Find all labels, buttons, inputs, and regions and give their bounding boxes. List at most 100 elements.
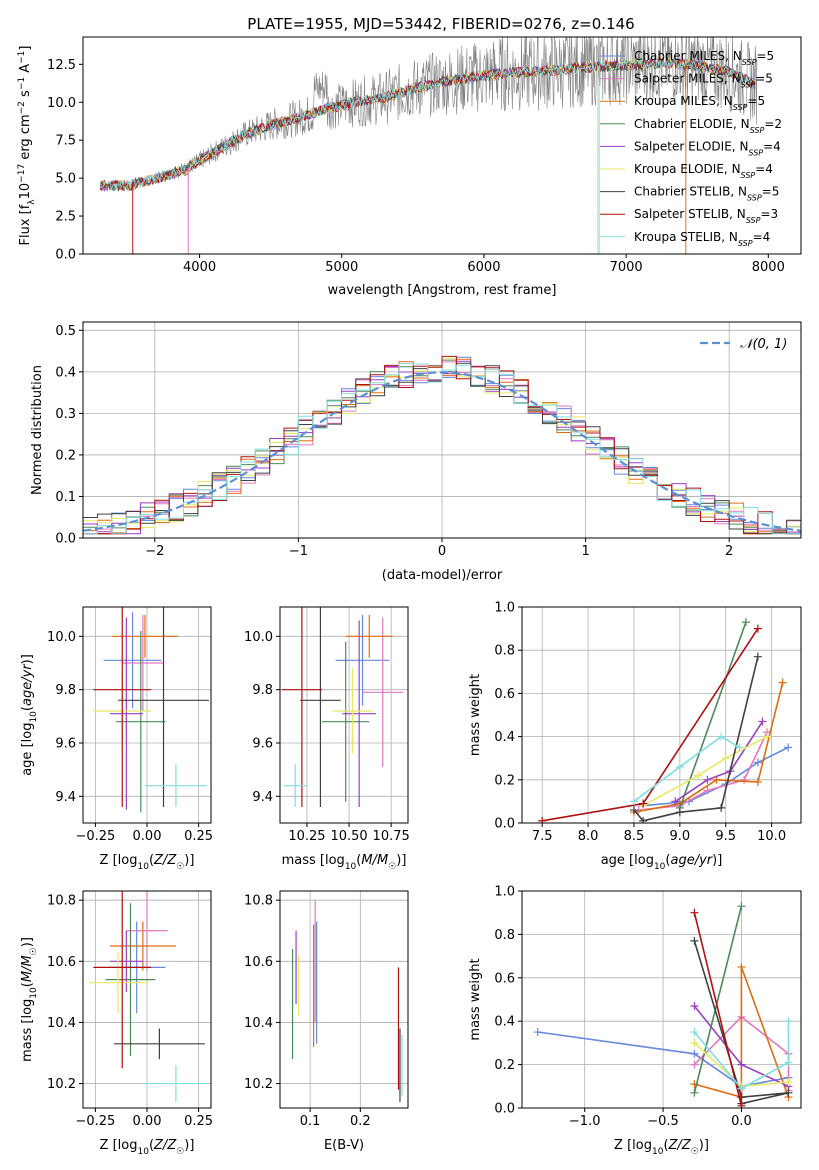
weight-line	[633, 735, 740, 803]
x-axis-label: Z [log10(Z/Z☉)]	[614, 1138, 709, 1157]
weight-line	[537, 1031, 789, 1088]
y-tick-label: 10.2	[47, 1077, 76, 1092]
y-axis-label-part: Flux [f	[18, 204, 33, 245]
weight-point-marker	[735, 743, 744, 752]
x-tick-label: −0.25	[75, 829, 115, 844]
weight-vs-Z-axes: −1.0 −0.5 0.0 0.0 0.2 0.4 0.6 0.8 1.0 Z [log10(Z/…	[468, 885, 802, 1157]
y-tick-label: 0.2	[494, 1058, 515, 1073]
y-tick-label: 0.6	[494, 971, 515, 986]
weight-point-marker	[675, 762, 684, 771]
age-vs-mass-plot-area	[280, 607, 408, 823]
weight-line	[642, 735, 768, 807]
residual-histogram	[83, 355, 801, 535]
y-tick-label: 9.6	[252, 737, 273, 752]
weight-point-marker	[758, 717, 767, 726]
y-tick-label: 0.2	[494, 773, 515, 788]
weight-point-marker	[629, 806, 638, 815]
mass-vs-ebv-plot-area	[280, 891, 408, 1108]
mass-vs-Z-plot-area	[83, 891, 211, 1108]
x-tick-label: 0.2	[350, 1114, 371, 1129]
x-tick-label: 0	[438, 544, 446, 559]
y-axis-label: Flux [fλ10−17 erg cm−2 s−1 A−1]	[17, 46, 37, 246]
weight-point-marker	[784, 1088, 793, 1097]
x-tick-label: 7.5	[532, 829, 553, 844]
y-axis-label: Normed distribution	[30, 365, 45, 495]
weight-point-marker	[690, 1060, 699, 1069]
weight-point-marker	[753, 758, 762, 767]
y-tick-label: 9.4	[252, 790, 273, 805]
weight-point-marker	[629, 797, 638, 806]
y-tick-label: 0.0	[55, 248, 76, 263]
y-tick-label: 0.4	[55, 365, 76, 380]
y-tick-label: 10.0	[47, 96, 76, 111]
x-axis-label: E(B-V)	[324, 1138, 364, 1153]
residuals-plot-area	[83, 322, 801, 538]
x-axis-label: age [log10(age/yr)]	[601, 853, 723, 872]
y-tick-label: 12.5	[47, 58, 76, 73]
spectrum-axes: 4000 5000 6000 7000 8000 0.0 2.5 5.0 7.5 10.0 12.5…	[17, 36, 802, 298]
age-vs-Z-axes: −0.25 0.00 0.25 9.4 9.6 9.8 10.0 Z [log10(Z/Z☉)…	[20, 606, 213, 872]
y-tick-label: 0.3	[55, 407, 76, 422]
weight-point-marker	[675, 808, 684, 817]
x-tick-label: 8000	[752, 260, 785, 275]
y-tick-label: 10.0	[244, 630, 273, 645]
weight-point-marker	[717, 732, 726, 741]
y-tick-label: 1.0	[494, 601, 515, 616]
y-axis-label: age [log10(age/yr)]	[20, 654, 39, 776]
weight-point-marker	[753, 777, 762, 786]
x-tick-label: 10.50	[330, 829, 367, 844]
x-tick-label: 2	[725, 544, 733, 559]
spectrum-plot-area	[99, 37, 758, 254]
y-tick-label: 0.1	[55, 490, 76, 505]
x-tick-label: 10.75	[373, 829, 410, 844]
weight-point-marker	[694, 771, 703, 780]
weight-line	[693, 906, 743, 1093]
x-tick-label: −2	[145, 544, 164, 559]
x-axis-label: mass [log10(M/M☉)]	[282, 853, 407, 872]
weight-point-marker	[717, 803, 726, 812]
x-axis-label: Z [log10(Z/Z☉)]	[100, 853, 195, 872]
y-tick-label: 10.8	[244, 894, 273, 909]
weight-point-marker	[671, 797, 680, 806]
x-tick-label: 7000	[610, 260, 643, 275]
y-tick-label: 10.6	[244, 955, 273, 970]
y-axis-label-part: 10	[18, 183, 33, 200]
weight-point-marker	[737, 1101, 746, 1108]
weight-point-marker	[741, 618, 750, 627]
y-tick-label: 0.4	[494, 730, 515, 745]
y-tick-label: 0.8	[494, 928, 515, 943]
y-tick-label: 10.0	[47, 630, 76, 645]
weight-point-marker	[737, 1084, 746, 1093]
x-tick-label: 10.25	[288, 829, 325, 844]
weight-point-marker	[784, 1058, 793, 1067]
x-tick-label: 10.0	[757, 829, 786, 844]
weight-point-marker	[784, 1077, 793, 1086]
weight-point-marker	[784, 1017, 793, 1026]
y-axis-label: mass weight	[468, 674, 483, 756]
age-vs-Z-plot-area	[83, 607, 211, 823]
y-tick-label: 10.2	[244, 1077, 273, 1092]
y-tick-label: 0.0	[494, 1102, 515, 1117]
axes-frame	[82, 36, 802, 255]
y-tick-label: 0.0	[55, 532, 76, 547]
figure-title: PLATE=1955, MJD=53442, FIBERID=0276, z=0…	[247, 15, 634, 33]
x-tick-label: 5000	[325, 260, 358, 275]
weight-vs-age-plot-area	[522, 607, 801, 823]
y-axis-label: mass weight	[468, 958, 483, 1040]
x-tick-label: 0.0	[731, 1114, 752, 1129]
residual-histogram	[83, 363, 801, 535]
axes-frame	[521, 606, 802, 824]
axes-frame	[279, 606, 409, 824]
x-tick-label: −0.25	[75, 1114, 115, 1129]
axes-frame	[279, 890, 409, 1109]
legend-label: Kroupa STELIB, NSSP=4	[634, 230, 770, 248]
y-tick-label: 2.5	[55, 210, 76, 225]
weight-point-marker	[703, 786, 712, 795]
model-spectrum-line	[99, 56, 755, 191]
weight-point-marker	[740, 775, 749, 784]
y-tick-label: 0.8	[494, 644, 515, 659]
legend-label: Salpeter ELODIE, NSSP=4	[634, 139, 781, 157]
y-tick-label: 10.4	[244, 1016, 273, 1031]
y-tick-label: 10.8	[47, 894, 76, 909]
